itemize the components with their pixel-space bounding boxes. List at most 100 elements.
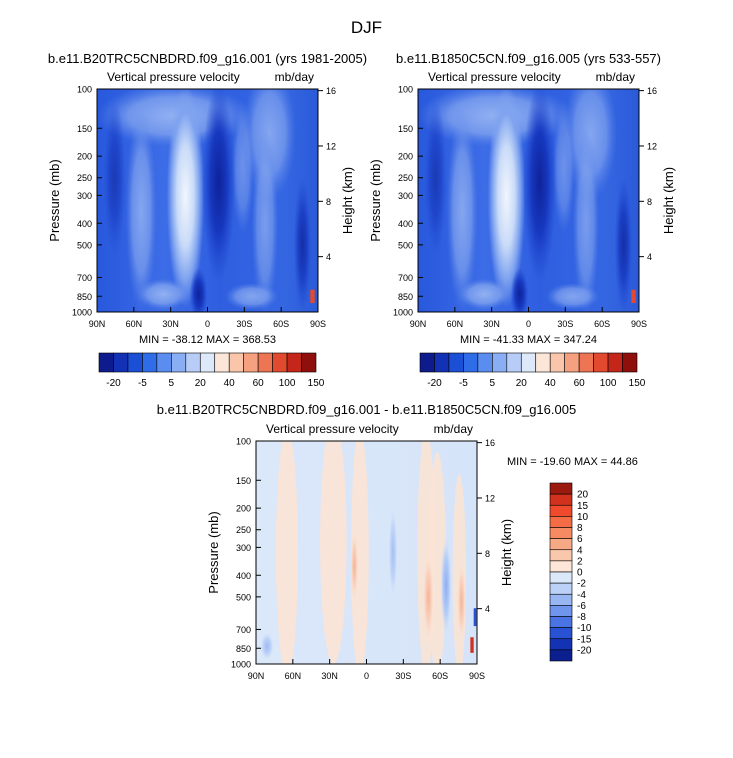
panel-units-label: mb/day: [434, 422, 473, 436]
height-tick-label: 16: [326, 86, 336, 96]
y-axis-right-label: Height (km): [499, 519, 514, 586]
colorbar-label: -20: [427, 378, 442, 389]
colorbar-label: 15: [577, 501, 589, 512]
panel-title: b.e11.B1850C5CN.f09_g16.005 (yrs 533-557…: [396, 51, 661, 66]
panel-variable-label: Vertical pressure velocity: [107, 70, 240, 84]
colorbar-label: 4: [577, 545, 583, 556]
colorbar-label: 20: [577, 490, 589, 501]
x-tick-label: 60N: [126, 319, 143, 329]
y-axis-label: Pressure (mb): [368, 159, 383, 241]
height-tick-label: 8: [647, 197, 652, 207]
x-tick-label: 60S: [432, 671, 448, 681]
contour-field: [256, 441, 477, 664]
panel-units-label: mb/day: [596, 70, 635, 84]
colorbar-cell: [185, 352, 201, 373]
colorbar-cell: [593, 352, 609, 373]
x-tick-label: 60N: [447, 319, 464, 329]
colorbar-cell: [243, 352, 259, 373]
colorbar-cell: [506, 352, 522, 373]
y-tick-label: 1000: [393, 308, 413, 318]
colorbar-cell: [199, 352, 216, 373]
colorbar-label: -8: [577, 612, 586, 623]
colorbar-cell: [549, 549, 573, 562]
colorbar-cell: [171, 352, 187, 373]
x-tick-label: 90S: [310, 319, 326, 329]
colorbar-label: 150: [629, 378, 646, 389]
x-tick-label: 0: [364, 671, 369, 681]
y-tick-label: 700: [236, 625, 251, 635]
colorbar-label: 5: [169, 378, 175, 389]
colorbar-cell: [301, 352, 317, 373]
y-tick-label: 200: [398, 152, 413, 162]
y-tick-label: 700: [398, 273, 413, 283]
min-max-stats: MIN = -41.33 MAX = 347.24: [460, 334, 597, 346]
panel-variable-label: Vertical pressure velocity: [266, 422, 399, 436]
colorbar-cell: [535, 352, 551, 373]
y-tick-label: 250: [236, 525, 251, 535]
colorbar-label: 5: [490, 378, 496, 389]
y-tick-label: 200: [77, 152, 92, 162]
y-tick-label: 850: [236, 644, 251, 654]
colorbar-cell: [520, 352, 537, 373]
y-tick-label: 100: [77, 85, 92, 95]
height-tick-label: 4: [485, 604, 490, 614]
colorbar-panel-1: -20 -5 5 20 40 60 100 150: [98, 352, 325, 389]
panel-p3: b.e11.B20TRC5CNBDRD.f09_g16.001 - b.e11.…: [157, 402, 638, 681]
y-tick-label: 1000: [72, 308, 92, 318]
colorbar-label: -20: [106, 378, 121, 389]
contour-field: [97, 89, 318, 312]
y-tick-label: 250: [77, 173, 92, 183]
colorbar-panel-2: -20 -5 5 20 40 60 100 150: [419, 352, 646, 389]
colorbar-label: 100: [600, 378, 617, 389]
x-tick-label: 90N: [248, 671, 265, 681]
colorbar-cell: [448, 352, 464, 373]
min-max-stats: MIN = -38.12 MAX = 368.53: [139, 334, 276, 346]
x-tick-label: 30S: [236, 319, 252, 329]
colorbar-label: -20: [577, 645, 592, 656]
colorbar-cell: [549, 560, 573, 573]
colorbar-label: 2: [577, 556, 583, 567]
y-tick-label: 300: [236, 543, 251, 553]
colorbar-cell: [549, 482, 573, 495]
colorbar-label: -4: [577, 590, 586, 601]
y-tick-label: 200: [236, 504, 251, 514]
x-tick-label: 30S: [557, 319, 573, 329]
colorbar-cell: [156, 352, 172, 373]
colorbar-cell: [98, 352, 114, 373]
colorbar-cell: [286, 352, 302, 373]
colorbar-label: -15: [577, 634, 592, 645]
colorbar-cell: [549, 516, 573, 528]
y-tick-label: 400: [398, 219, 413, 229]
colorbar-cell: [549, 538, 573, 551]
colorbar-label: 10: [577, 512, 589, 523]
x-tick-label: 90S: [469, 671, 485, 681]
height-tick-label: 12: [647, 141, 657, 151]
colorbar-cell: [463, 352, 479, 373]
colorbar-cell: [549, 593, 573, 606]
figure-title: DJF: [350, 18, 383, 37]
colorbar-cell: [214, 352, 230, 373]
colorbar-cell: [228, 352, 244, 373]
colorbar-label: 150: [308, 378, 325, 389]
colorbar-cell: [549, 627, 573, 640]
panel-p1: b.e11.B20TRC5CNBDRD.f09_g16.001 (yrs 198…: [47, 51, 367, 346]
x-tick-label: 0: [526, 319, 531, 329]
colorbar-cell: [549, 571, 573, 584]
colorbar-cell: [549, 649, 573, 662]
x-tick-label: 90N: [410, 319, 427, 329]
colorbar-cell: [578, 352, 594, 373]
height-tick-label: 8: [326, 197, 331, 207]
colorbar-cell: [564, 352, 580, 373]
x-tick-label: 30S: [395, 671, 411, 681]
y-tick-label: 100: [398, 85, 413, 95]
x-tick-label: 30N: [162, 319, 179, 329]
y-axis-right-label: Height (km): [661, 167, 676, 234]
y-tick-label: 100: [236, 437, 251, 447]
colorbar-cell: [142, 352, 158, 373]
colorbar-label: 8: [577, 523, 583, 534]
colorbar-label: -2: [577, 579, 586, 590]
x-tick-label: 30N: [483, 319, 500, 329]
y-tick-label: 150: [398, 124, 413, 134]
